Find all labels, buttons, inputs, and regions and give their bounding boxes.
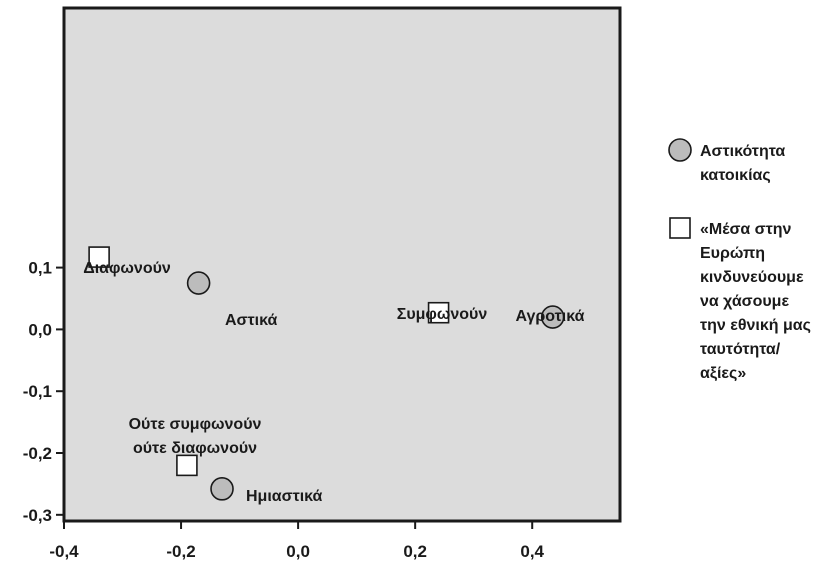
legend-square-marker [669,217,691,239]
legend-label: να χάσουμε [700,293,789,310]
y-tick-label: -0,3 [23,506,52,525]
legend-label: την εθνική μας [700,317,811,334]
x-tick-label: 0,2 [403,542,427,561]
y-tick-label: 0,0 [28,320,52,339]
y-tick-label: -0,1 [23,382,52,401]
x-tick-label: -0,2 [166,542,195,561]
y-tick-label: -0,2 [23,444,52,463]
circle-marker [540,305,565,329]
legend: Αστικότητα κατοικίας «Μέσα στην Ευρώπη κινδυ… [668,138,811,382]
circle-marker [186,271,211,295]
point-label: Ούτε συμφωνούν [129,416,262,433]
square-marker [427,301,450,324]
legend-label: «Μέσα στην [700,221,792,238]
x-tick-label: 0,4 [520,542,544,561]
legend-label: κινδυνεύουμε [700,269,804,286]
circle-marker [210,477,234,501]
point-label: Διαφωνούν [83,260,171,277]
legend-label: Αστικότητα [700,143,785,160]
y-tick-label: 0,1 [28,259,52,278]
legend-label: αξίες» [700,365,746,382]
point-label: Συμφωνούν [397,306,488,323]
legend-label: κατοικίας [700,167,771,184]
plot-area [62,6,622,523]
square-marker [176,454,198,477]
square-marker [88,246,110,268]
data-points [88,246,565,501]
legend-circle-marker [668,138,692,162]
point-label: Αστικά [225,312,277,329]
x-axis: -0,4 -0,2 0,0 0,2 0,4 [49,521,545,561]
legend-label: Ευρώπη [700,245,765,262]
point-label: Ημιαστικά [246,488,323,505]
point-label: ούτε διαφωνούν [133,440,257,457]
point-label: Αγροτικά [516,308,585,325]
x-tick-label: 0,0 [286,542,310,561]
y-axis: -0,3 -0,2 -0,1 0,0 0,1 [23,259,64,525]
point-labels: Διαφωνούν Αστικά Συμφωνούν Αγροτικά Ούτε συμ… [83,260,584,505]
legend-label: ταυτότητα/ [700,341,781,358]
x-tick-label: -0,4 [49,542,79,561]
